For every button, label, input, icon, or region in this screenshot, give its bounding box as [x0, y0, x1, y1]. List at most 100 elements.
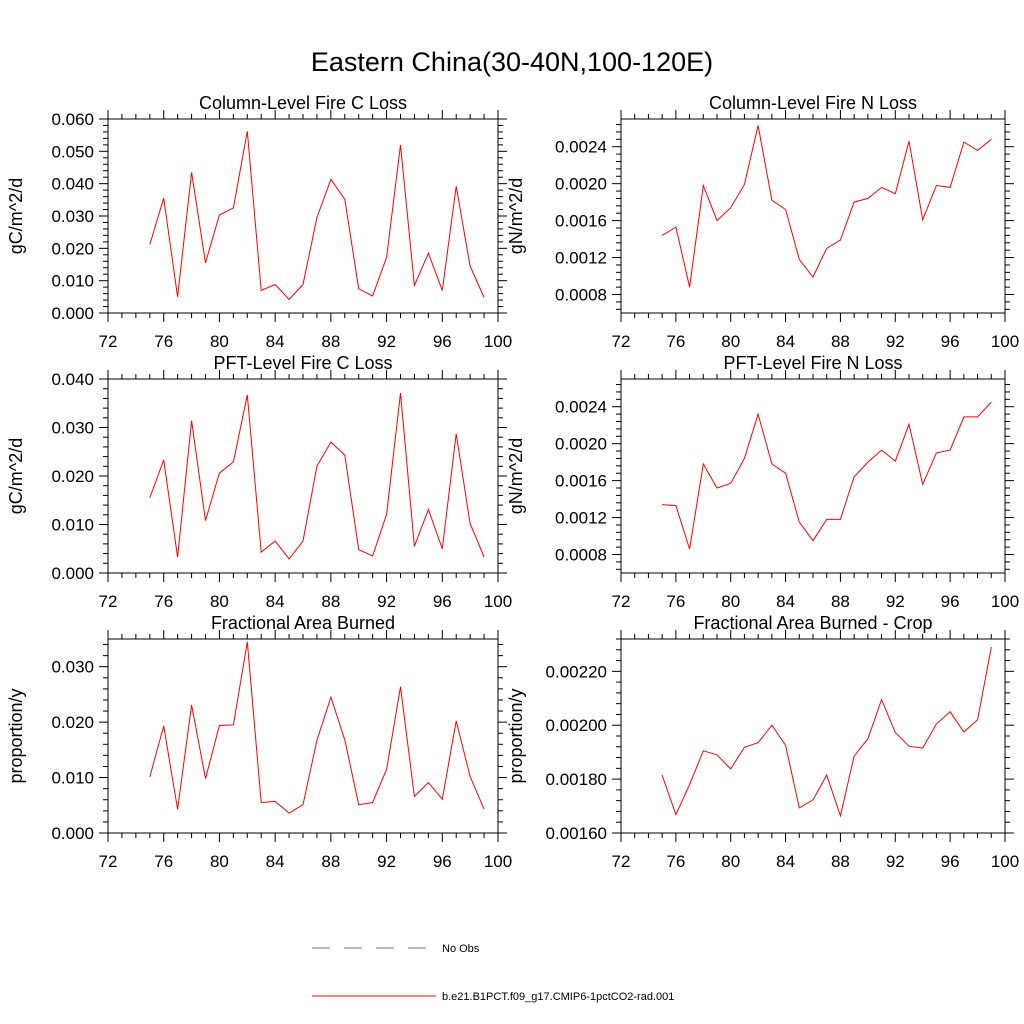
- x-tick-label: 80: [721, 592, 740, 611]
- x-tick-label: 92: [886, 852, 905, 871]
- y-tick-label: 0.010: [51, 516, 94, 535]
- x-tick-label: 76: [154, 592, 173, 611]
- y-tick-label: 0.0012: [555, 509, 607, 528]
- figure-title: Eastern China(30-40N,100-120E): [311, 47, 713, 77]
- series-line: [661, 647, 992, 818]
- series-line: [661, 125, 992, 288]
- y-tick-label: 0.0008: [555, 546, 607, 565]
- x-tick-label: 80: [210, 592, 229, 611]
- y-tick-label: 0.000: [51, 824, 94, 843]
- panel-title: Column-Level Fire C Loss: [199, 93, 407, 113]
- x-tick-label: 100: [484, 332, 512, 351]
- x-tick-label: 76: [666, 852, 685, 871]
- x-tick-label: 100: [991, 592, 1019, 611]
- y-tick-label: 0.050: [51, 142, 94, 161]
- x-tick-label: 96: [433, 592, 452, 611]
- plot-frame: [620, 118, 1006, 314]
- series-line: [149, 641, 485, 814]
- chart-panel-3: PFT-Level Fire C Loss 72 76 80 84 88 92 96 100 0.…: [6, 353, 512, 611]
- y-tick-label: 0.030: [51, 207, 94, 226]
- y-axis-label: gN/m^2/d: [506, 438, 526, 514]
- x-tick-label: 92: [377, 592, 396, 611]
- y-tick-label: 0.060: [51, 110, 94, 129]
- x-tick-label: 96: [433, 852, 452, 871]
- y-tick-label: 0.020: [51, 239, 94, 258]
- y-tick-label: 0.000: [51, 564, 94, 583]
- x-tick-label: 96: [941, 852, 960, 871]
- y-tick-label: 0.00160: [546, 824, 607, 843]
- panel-title: Fractional Area Burned - Crop: [693, 613, 932, 633]
- panel-title: Column-Level Fire N Loss: [709, 93, 917, 113]
- x-tick-label: 100: [484, 592, 512, 611]
- y-tick-label: 0.040: [51, 175, 94, 194]
- x-tick-label: 76: [666, 332, 685, 351]
- chart-panel-2: Column-Level Fire N Loss 72 76 80 84 88 92 96 10…: [506, 93, 1019, 351]
- x-tick-label: 88: [321, 592, 340, 611]
- series-line: [149, 131, 485, 301]
- x-tick-label: 76: [154, 332, 173, 351]
- y-tick-label: 0.0008: [555, 286, 607, 305]
- x-tick-label: 100: [991, 852, 1019, 871]
- x-tick-label: 84: [266, 592, 285, 611]
- x-tick-label: 80: [721, 332, 740, 351]
- x-tick-label: 84: [776, 332, 795, 351]
- x-tick-label: 80: [210, 332, 229, 351]
- x-tick-label: 84: [776, 592, 795, 611]
- x-tick-label: 84: [266, 852, 285, 871]
- x-tick-label: 92: [377, 852, 396, 871]
- y-tick-label: 0.00220: [546, 662, 607, 681]
- y-axis-label: gC/m^2/d: [6, 438, 26, 514]
- x-tick-label: 96: [941, 592, 960, 611]
- x-tick-label: 72: [99, 332, 118, 351]
- x-tick-label: 88: [321, 332, 340, 351]
- chart-panel-5: Fractional Area Burned 72 76 80 84 88 92 96 100 0…: [6, 613, 512, 871]
- x-tick-label: 100: [991, 332, 1019, 351]
- y-tick-label: 0.030: [51, 419, 94, 438]
- legend: No Obs b.e21.B1PCT.f09_g17.CMIP6-1pctCO2…: [312, 943, 674, 1003]
- x-tick-label: 92: [886, 592, 905, 611]
- x-tick-label: 88: [831, 332, 850, 351]
- x-tick-label: 96: [433, 332, 452, 351]
- plot-frame: [107, 378, 499, 574]
- x-tick-label: 88: [831, 592, 850, 611]
- panel-title: PFT-Level Fire N Loss: [723, 353, 902, 373]
- x-tick-label: 76: [666, 592, 685, 611]
- x-tick-label: 88: [321, 852, 340, 871]
- y-tick-label: 0.0024: [555, 398, 607, 417]
- y-tick-label: 0.0020: [555, 175, 607, 194]
- plot-frame: [620, 638, 1006, 834]
- x-tick-label: 88: [831, 852, 850, 871]
- y-tick-label: 0.0020: [555, 435, 607, 454]
- panel-title: Fractional Area Burned: [211, 613, 395, 633]
- x-tick-label: 84: [776, 852, 795, 871]
- x-tick-label: 84: [266, 332, 285, 351]
- legend-obs-label: No Obs: [442, 943, 480, 955]
- panel-title: PFT-Level Fire C Loss: [213, 353, 392, 373]
- y-axis-label: gN/m^2/d: [506, 178, 526, 254]
- x-tick-label: 100: [484, 852, 512, 871]
- x-tick-label: 72: [612, 852, 631, 871]
- y-tick-label: 0.00180: [546, 770, 607, 789]
- x-tick-label: 76: [154, 852, 173, 871]
- y-tick-label: 0.030: [51, 658, 94, 677]
- x-tick-label: 72: [612, 592, 631, 611]
- y-tick-label: 0.000: [51, 304, 94, 323]
- y-axis-label: proportion/y: [506, 688, 526, 783]
- y-axis-label: gC/m^2/d: [6, 178, 26, 254]
- chart-panel-6: Fractional Area Burned - Crop 72 76 80 84 88 9…: [506, 613, 1019, 871]
- y-tick-label: 0.0016: [555, 472, 607, 491]
- y-tick-label: 0.010: [51, 272, 94, 291]
- series-line: [662, 401, 992, 550]
- x-tick-label: 80: [721, 852, 740, 871]
- series-line: [149, 393, 485, 560]
- y-tick-label: 0.00200: [546, 716, 607, 735]
- y-tick-label: 0.040: [51, 370, 94, 389]
- x-tick-label: 72: [99, 592, 118, 611]
- y-tick-label: 0.020: [51, 467, 94, 486]
- x-tick-label: 92: [377, 332, 396, 351]
- y-axis-label: proportion/y: [6, 688, 26, 783]
- y-tick-label: 0.020: [51, 713, 94, 732]
- y-tick-label: 0.0016: [555, 212, 607, 231]
- y-tick-label: 0.010: [51, 769, 94, 788]
